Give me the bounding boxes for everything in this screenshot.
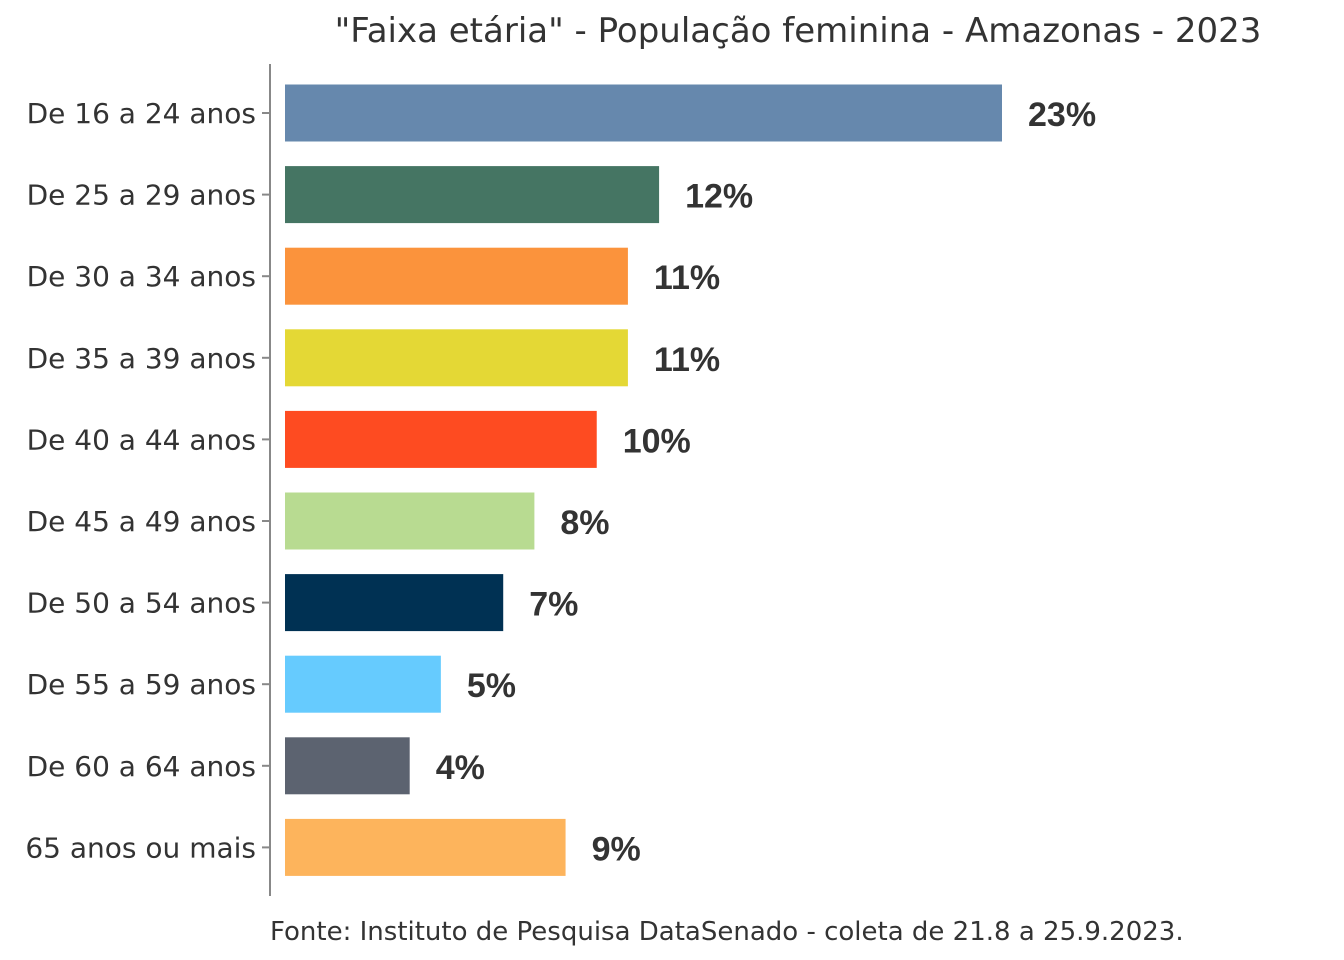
category-label: De 16 a 24 anos: [27, 97, 256, 130]
category-label: De 35 a 39 anos: [27, 342, 256, 375]
data-label: 9%: [592, 830, 641, 868]
data-label: 4%: [436, 749, 485, 787]
bar: [285, 818, 566, 876]
category-label: 65 anos ou mais: [25, 831, 256, 864]
data-label: 11%: [654, 259, 720, 297]
bar: [285, 329, 628, 387]
category-label: De 50 a 54 anos: [27, 587, 256, 620]
data-label: 5%: [467, 667, 516, 705]
category-label: De 30 a 34 anos: [27, 260, 256, 293]
category-label: De 25 a 29 anos: [27, 179, 256, 212]
data-label: 10%: [623, 422, 691, 460]
category-label: De 55 a 59 anos: [27, 668, 256, 701]
category-label: De 40 a 44 anos: [27, 423, 256, 456]
data-label: 11%: [654, 341, 720, 379]
data-label: 8%: [560, 504, 609, 542]
data-label: 7%: [529, 586, 578, 624]
category-label: De 45 a 49 anos: [27, 505, 256, 538]
category-label: De 60 a 64 anos: [27, 750, 256, 783]
bar: [285, 247, 628, 305]
bar: [285, 166, 660, 224]
source-caption: Fonte: Instituto de Pesquisa DataSenado …: [270, 917, 1184, 947]
chart-title: "Faixa etária" - População feminina - Am…: [335, 11, 1262, 51]
bars: De 16 a 24 anos 23% De 25 a 29 anos 12% De 3…: [25, 84, 1096, 876]
bar: [285, 410, 597, 468]
data-label: 23%: [1028, 96, 1096, 134]
data-label: 12%: [685, 178, 753, 216]
bar: [285, 84, 1002, 142]
bar: [285, 655, 441, 713]
bar: [285, 492, 535, 550]
bar: [285, 737, 410, 795]
bar: [285, 574, 504, 632]
